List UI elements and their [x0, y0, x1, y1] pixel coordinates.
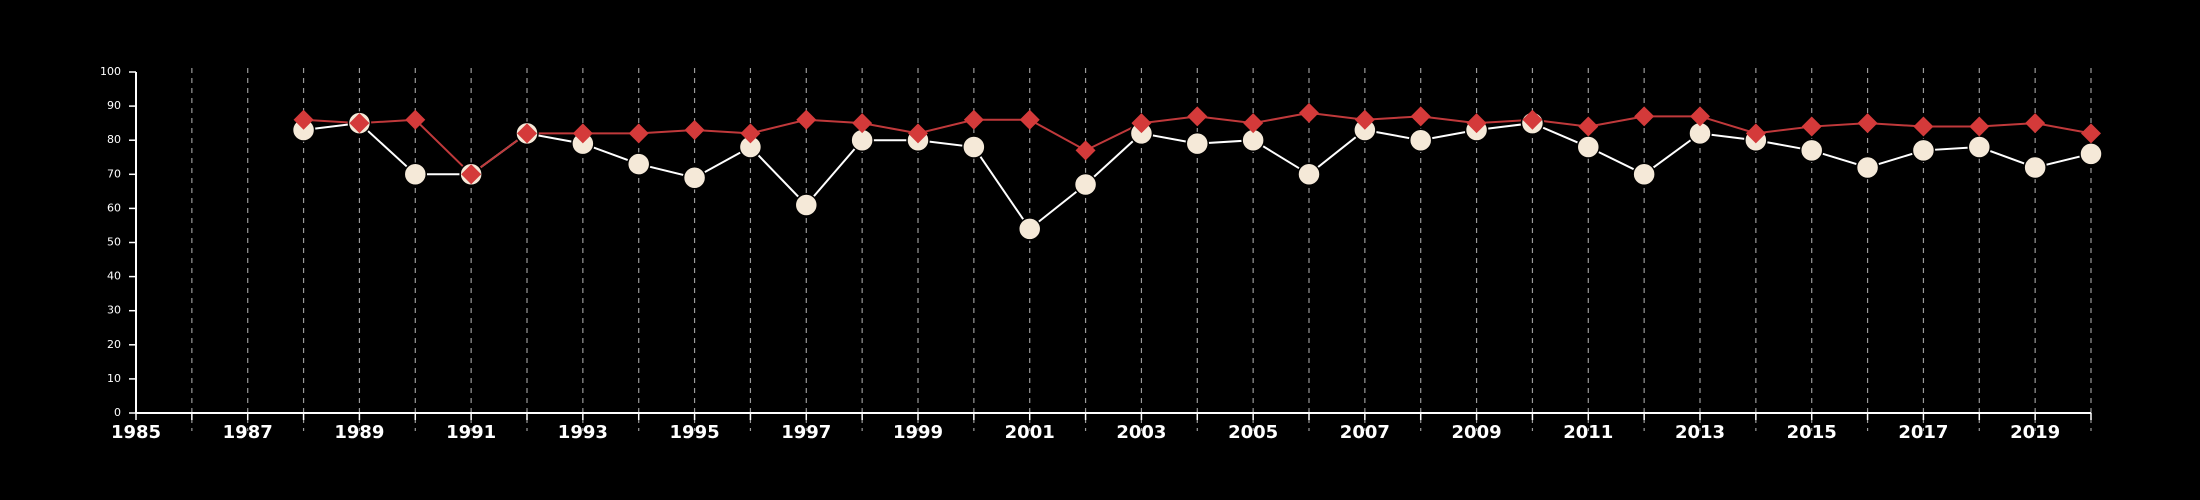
x-tick-label-1995: 1995	[670, 422, 720, 443]
circle-point-2015	[1799, 138, 1824, 163]
diamond-point-2009	[1466, 113, 1487, 134]
diamond-point-2008	[1410, 106, 1431, 127]
x-tick-label-1997: 1997	[781, 422, 831, 443]
x-tick-label-2007: 2007	[1340, 422, 1390, 443]
diamond-point-1997	[796, 109, 817, 130]
x-tick-label-2017: 2017	[1898, 422, 1948, 443]
circle-point-1990	[403, 162, 428, 187]
circle-point-2011	[1576, 135, 1601, 159]
diamond-point-2019	[2025, 113, 2046, 134]
circle-point-2019	[2023, 155, 2047, 180]
y-tick-label-60: 60	[107, 201, 121, 214]
circle-point-2020	[2079, 142, 2103, 166]
circle-point-1997	[794, 193, 819, 217]
diamond-point-2015	[1801, 116, 1822, 137]
circle-point-2016	[1855, 155, 1880, 180]
diamond-point-1991	[461, 164, 482, 185]
circle-point-2001	[1017, 217, 1042, 241]
diamond-point-2012	[1634, 106, 1655, 127]
diamond-point-2017	[1913, 116, 1934, 137]
circle-point-2018	[1967, 135, 1992, 159]
circle-point-2012	[1632, 162, 1656, 187]
x-tick-label-2003: 2003	[1116, 422, 1166, 443]
x-tick-label-1999: 1999	[893, 422, 943, 443]
diamond-point-2018	[1969, 116, 1990, 137]
y-tick-label-50: 50	[107, 236, 121, 249]
x-tick-label-2005: 2005	[1228, 422, 1278, 443]
diamond-point-1992	[517, 123, 537, 144]
diamond-point-1996	[740, 123, 761, 144]
diamond-point-2005	[1243, 113, 1264, 134]
y-tick-label-70: 70	[107, 167, 121, 180]
y-tick-label-90: 90	[107, 99, 121, 112]
diamond-point-1998	[852, 113, 873, 134]
diamond-point-1989	[349, 113, 370, 134]
x-tick-label-1991: 1991	[446, 422, 496, 443]
diamond-point-2006	[1299, 102, 1319, 123]
x-tick-label-2001: 2001	[1005, 422, 1055, 443]
y-tick-label-100: 100	[100, 65, 121, 78]
diamond-point-2014	[1745, 123, 1766, 144]
diamond-point-1994	[628, 123, 649, 144]
diamond-point-2002	[1075, 140, 1096, 161]
circle-point-1995	[682, 165, 707, 190]
x-tick-label-2011: 2011	[1563, 422, 1613, 443]
diamond-point-2003	[1131, 113, 1152, 134]
diamond-point-1995	[684, 119, 705, 140]
y-tick-label-40: 40	[107, 270, 121, 283]
circle-point-2000	[962, 135, 986, 159]
series-layer	[291, 102, 2103, 241]
diamond-point-1988	[293, 109, 314, 130]
diamond-point-2000	[963, 109, 984, 130]
diamond-point-2004	[1187, 106, 1208, 127]
circle-point-2017	[1911, 138, 1936, 163]
circle-point-1994	[626, 152, 651, 176]
diamond-point-2011	[1578, 116, 1599, 137]
diamond-point-2007	[1354, 109, 1375, 130]
x-tick-label-2015: 2015	[1787, 422, 1837, 443]
circle-point-2006	[1297, 162, 1321, 187]
y-tick-label-10: 10	[107, 372, 121, 385]
circle-point-2002	[1073, 172, 1098, 197]
diamond-point-2001	[1019, 109, 1040, 130]
x-tick-label-2009: 2009	[1452, 422, 1502, 443]
diamond-point-2020	[2081, 123, 2101, 144]
y-tick-label-0: 0	[114, 406, 121, 419]
circle-point-2008	[1408, 128, 1433, 152]
x-tick-label-1985: 1985	[111, 422, 161, 443]
diamond-point-2013	[1690, 106, 1710, 127]
x-tick-label-1989: 1989	[334, 422, 384, 443]
x-tick-label-1987: 1987	[223, 422, 273, 443]
x-tick-label-1993: 1993	[558, 422, 608, 443]
diamond-point-1999	[908, 123, 928, 144]
circle-point-2004	[1185, 131, 1210, 156]
diamond-point-1993	[572, 123, 593, 144]
y-tick-label-20: 20	[107, 338, 121, 351]
diamond-point-2016	[1857, 113, 1878, 134]
x-tick-label-2019: 2019	[2010, 422, 2060, 443]
diamond-point-2010	[1522, 109, 1543, 130]
y-tick-label-30: 30	[107, 304, 121, 317]
x-tick-label-2013: 2013	[1675, 422, 1725, 443]
y-tick-label-80: 80	[107, 133, 121, 146]
diamond-point-1990	[405, 109, 426, 130]
axis-layer: 0 10 20 30 40 50 60 70 80 90 100 1985 1987 1989 1991 19…	[100, 65, 2092, 443]
